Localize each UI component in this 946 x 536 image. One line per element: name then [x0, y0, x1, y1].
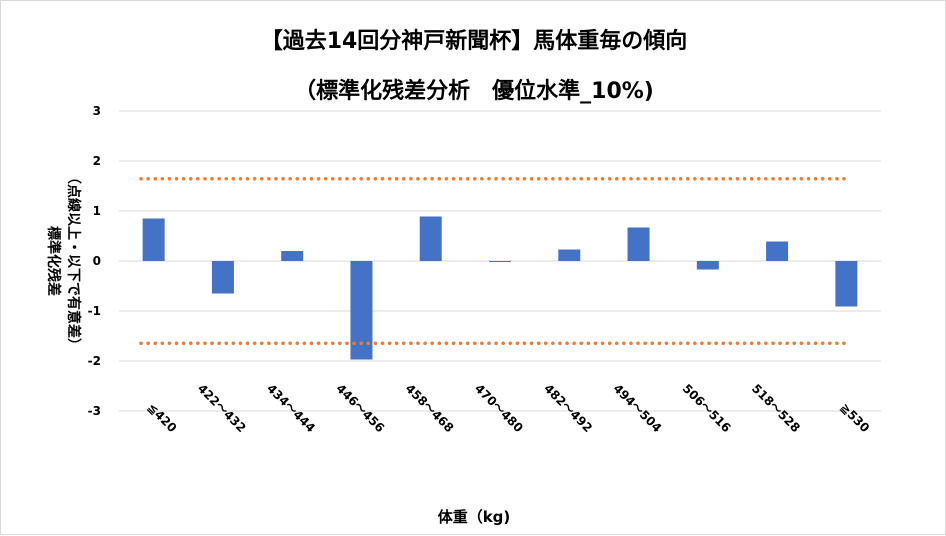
x-tick-label: 422～432 [195, 381, 249, 435]
x-tick-label: 494～504 [611, 381, 665, 435]
bar [558, 249, 581, 261]
x-tick-label: 482～492 [541, 381, 595, 435]
x-tick-label: 506～516 [680, 381, 734, 435]
bar [696, 261, 719, 270]
y-axis-note: （点線以上・以下で有意差） [65, 170, 81, 352]
bar [142, 218, 165, 261]
y-tick-label: 3 [93, 104, 101, 118]
y-tick-label: -3 [88, 404, 101, 418]
bar [627, 227, 650, 261]
y-tick-label: 1 [93, 204, 101, 218]
x-tick-label: 518～528 [749, 381, 803, 435]
x-axis-label: 体重（kg) [437, 508, 511, 526]
bar [350, 261, 373, 360]
x-tick-label: ≧530 [837, 400, 872, 435]
x-tick-label: 458～468 [403, 381, 457, 435]
x-tick-label: 470～480 [472, 381, 526, 435]
bar [281, 251, 304, 261]
x-tick-label: 446～456 [333, 381, 387, 435]
bar [835, 261, 858, 307]
bar [419, 216, 442, 261]
bar [489, 261, 511, 262]
y-axis-label: （点線以上・以下で有意差） 標準化残差 [43, 170, 83, 352]
chart-title: 【過去14回分神戸新聞杯】馬体重毎の傾向 [260, 29, 688, 54]
chart-subtitle: （標準化残差分析 優位水準_10%) [294, 79, 654, 104]
bar [211, 261, 234, 294]
x-tick-label: 434～444 [264, 381, 318, 435]
x-tick-label: ≦420 [145, 400, 180, 435]
y-tick-label: -1 [88, 304, 101, 318]
y-tick-label: -2 [88, 354, 101, 368]
y-tick-label: 2 [93, 154, 101, 168]
y-axis-title: 標準化残差 [45, 226, 61, 296]
bar [766, 241, 789, 261]
y-tick-label: 0 [93, 254, 101, 268]
